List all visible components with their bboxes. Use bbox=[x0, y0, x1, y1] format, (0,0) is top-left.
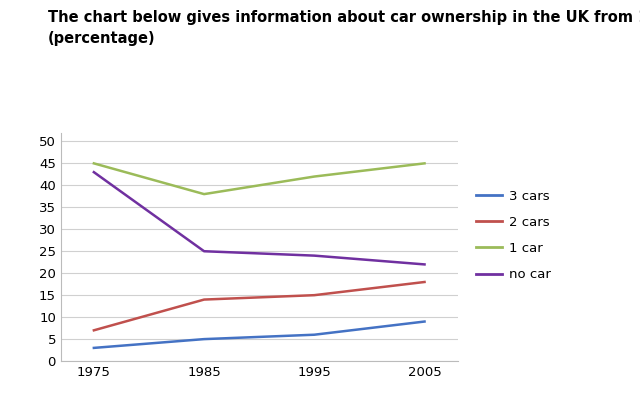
Legend: 3 cars, 2 cars, 1 car, no car: 3 cars, 2 cars, 1 car, no car bbox=[476, 190, 551, 281]
2 cars bbox=[310, 293, 318, 297]
2 cars bbox=[90, 328, 98, 333]
3 cars bbox=[200, 337, 208, 341]
Line: 2 cars: 2 cars bbox=[94, 282, 424, 330]
no car bbox=[420, 262, 428, 267]
3 cars bbox=[420, 319, 428, 324]
2 cars bbox=[200, 297, 208, 302]
3 cars bbox=[310, 332, 318, 337]
1 car bbox=[90, 161, 98, 166]
1 car bbox=[200, 192, 208, 197]
no car bbox=[90, 170, 98, 175]
no car bbox=[310, 253, 318, 258]
1 car bbox=[420, 161, 428, 166]
no car bbox=[200, 249, 208, 254]
1 car bbox=[310, 174, 318, 179]
Line: 1 car: 1 car bbox=[94, 163, 424, 194]
Text: (percentage): (percentage) bbox=[48, 31, 156, 46]
Line: 3 cars: 3 cars bbox=[94, 322, 424, 348]
3 cars bbox=[90, 346, 98, 350]
2 cars bbox=[420, 279, 428, 284]
Text: The chart below gives information about car ownership in the UK from 1975 to 200: The chart below gives information about … bbox=[48, 10, 640, 25]
Line: no car: no car bbox=[94, 172, 424, 264]
